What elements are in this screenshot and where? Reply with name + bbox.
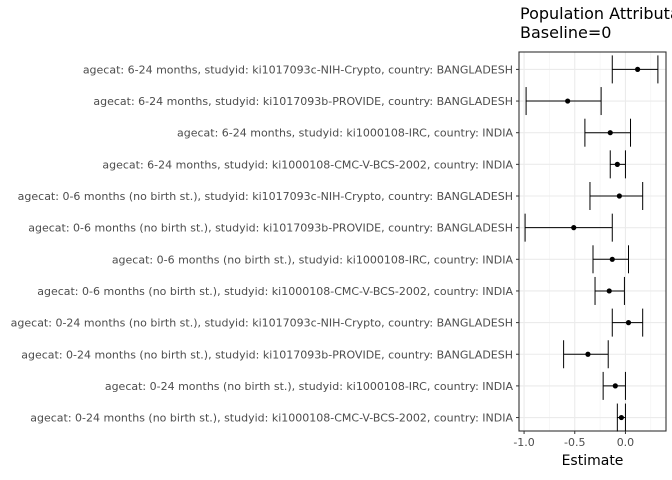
row-label: agecat: 0-24 months (no birth st.), stud…: [21, 348, 513, 361]
estimate-point: [565, 98, 571, 104]
estimate-point: [614, 161, 620, 167]
estimate-point: [607, 130, 613, 136]
x-tick-label: -0.5: [564, 436, 585, 449]
estimate-point: [606, 288, 612, 294]
row-label: agecat: 6-24 months, studyid: ki1017093c…: [83, 63, 513, 76]
row-label: agecat: 0-24 months (no birth st.), stud…: [105, 380, 514, 393]
x-axis-title: Estimate: [562, 453, 624, 469]
estimate-point: [635, 66, 641, 72]
estimate-point: [612, 383, 618, 389]
estimate-point: [585, 351, 591, 357]
row-label: agecat: 6-24 months, studyid: ki1000108-…: [177, 127, 513, 140]
row-label: agecat: 0-6 months (no birth st.), study…: [112, 253, 514, 266]
row-label: agecat: 0-24 months (no birth st.), stud…: [11, 317, 513, 330]
row-label: agecat: 0-6 months (no birth st.), study…: [28, 222, 513, 235]
estimate-point: [618, 414, 624, 421]
chart-title-line-2: Baseline=0: [520, 23, 612, 42]
estimate-point: [616, 193, 622, 199]
estimate-point: [625, 320, 632, 326]
chart-title-line-1: Population Attributa: [520, 4, 672, 23]
row-label: agecat: 0-6 months (no birth st.), study…: [37, 285, 513, 298]
x-tick-label: 0.0: [617, 436, 635, 449]
row-label: agecat: 0-24 months (no birth st.), stud…: [30, 412, 513, 425]
plot-border: [518, 51, 667, 432]
row-label: agecat: 6-24 months, studyid: ki1000108-…: [102, 158, 513, 171]
estimate-point: [571, 225, 577, 231]
row-label: agecat: 0-6 months (no birth st.), study…: [18, 190, 513, 203]
x-tick-label: -1.0: [513, 436, 534, 449]
estimate-point: [609, 256, 615, 262]
plot-panel: [519, 52, 666, 431]
row-label: agecat: 6-24 months, studyid: ki1017093b…: [93, 95, 513, 108]
